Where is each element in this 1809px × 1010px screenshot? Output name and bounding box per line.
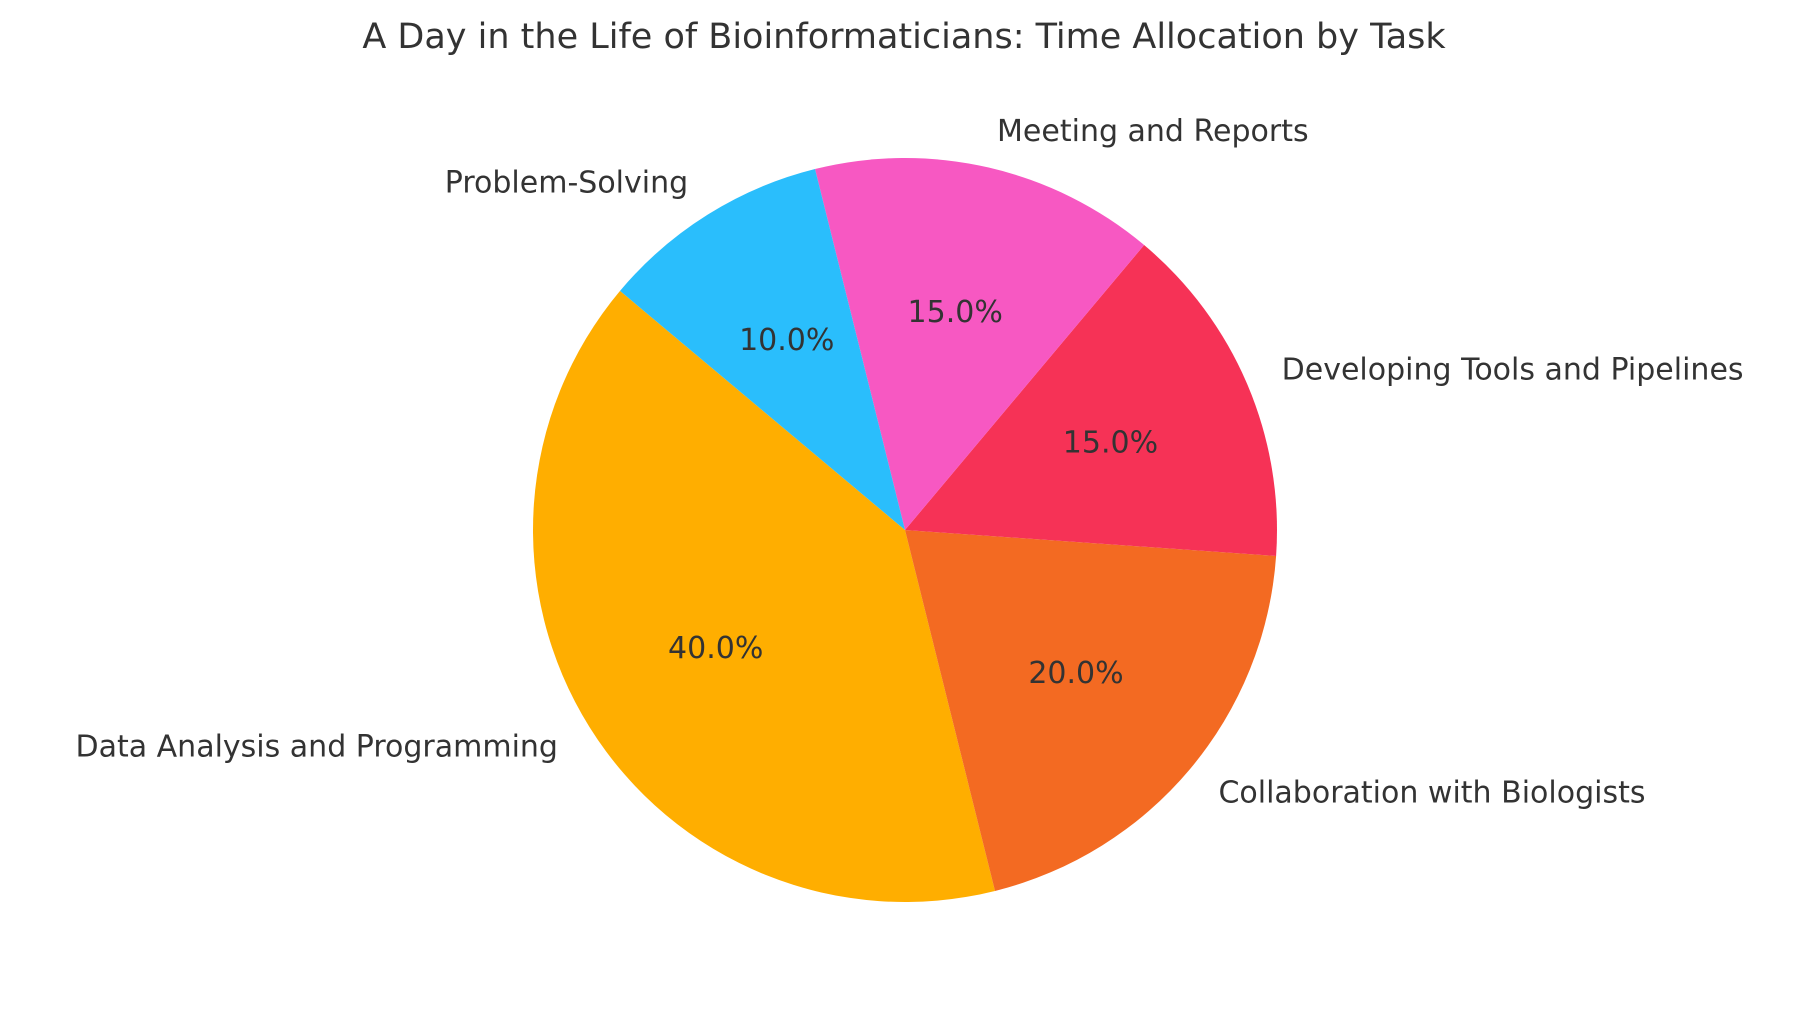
pie-slice-label: Developing Tools and Pipelines xyxy=(1282,353,1744,388)
pie-slices xyxy=(533,158,1278,902)
pie-slice-label: Problem-Solving xyxy=(445,165,688,200)
pie-slice-label: Meeting and Reports xyxy=(997,114,1309,149)
pie-slice-label: Collaboration with Biologists xyxy=(1218,776,1645,811)
pie-slice-label: Data Analysis and Programming xyxy=(75,729,557,764)
chart-title: A Day in the Life of Bioinformaticians: … xyxy=(362,17,1446,57)
pie-pct-label: 15.0% xyxy=(1063,425,1158,460)
pie-slice-meeting-and-reports xyxy=(815,158,1145,531)
pie-pct-label: 20.0% xyxy=(1028,656,1123,691)
pie-pct-label: 15.0% xyxy=(908,295,1003,330)
pie-slice-data-analysis-and-programming xyxy=(533,290,995,902)
pie-pct-label: 10.0% xyxy=(739,323,834,358)
pie-slice-problem-solving xyxy=(620,169,905,530)
pie-slice-collaboration-with-biologists xyxy=(905,530,1277,891)
pie-slice-developing-tools-and-pipelines xyxy=(905,245,1278,556)
pie-labels: 40.0% Data Analysis and Programming 20.0% C… xyxy=(75,114,1743,811)
pie-pct-label: 40.0% xyxy=(668,631,763,666)
